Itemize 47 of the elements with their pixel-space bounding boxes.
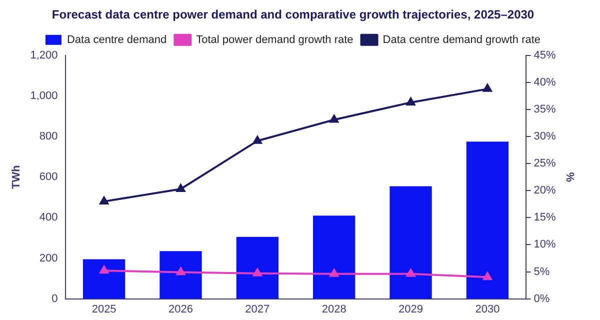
- point: [100, 266, 109, 274]
- x-tick-label: 2029: [398, 303, 424, 316]
- x-tick-label: 2028: [322, 303, 346, 316]
- y-tick-label: 600: [39, 171, 58, 184]
- y-tick-label: 400: [39, 212, 58, 224]
- x-tick-label: 2025: [92, 303, 116, 316]
- y-tick-label: 800: [39, 130, 58, 143]
- point: [176, 184, 186, 192]
- bar: [313, 216, 356, 299]
- y2-tick-label: 40%: [534, 76, 556, 88]
- legend-label: Data centre demand growth rate: [382, 34, 541, 46]
- point: [330, 268, 339, 277]
- point: [406, 268, 416, 277]
- y-axis-title: TWh: [10, 164, 23, 190]
- point: [252, 136, 262, 144]
- point: [482, 84, 492, 92]
- y2-axis-title: %: [563, 172, 576, 182]
- y-tick-label: 0: [52, 292, 58, 305]
- legend-label: Data centre demand: [66, 34, 167, 46]
- y-tick-label: 1,200: [30, 49, 58, 62]
- bar: [82, 259, 126, 299]
- y2-tick-label: 20%: [534, 184, 556, 197]
- point: [330, 114, 339, 123]
- y2-tick-label: 0%: [534, 292, 550, 305]
- legend-label: Total power demand growth rate: [196, 34, 354, 46]
- bar: [160, 251, 202, 299]
- y2-tick-label: 35%: [534, 104, 556, 116]
- point: [176, 267, 186, 276]
- x-tick-label: 2027: [245, 303, 270, 316]
- bar: [236, 236, 279, 299]
- bar: [390, 186, 432, 299]
- y-tick-label: 1,000: [30, 90, 58, 102]
- x-tick-label: 2026: [168, 303, 193, 316]
- chart-title: Forecast data centre power demand and comparative growth trajectories, 2025–2030: [52, 8, 534, 22]
- bar: [466, 142, 509, 299]
- point: [482, 272, 492, 280]
- y2-tick-label: 45%: [534, 49, 556, 62]
- y2-tick-label: 15%: [534, 212, 556, 224]
- point: [406, 97, 416, 106]
- y2-tick-label: 25%: [534, 158, 556, 170]
- x-tick-label: 2030: [475, 303, 500, 316]
- y2-tick-label: 10%: [534, 238, 556, 251]
- y2-tick-label: 5%: [534, 266, 550, 278]
- point: [252, 268, 262, 276]
- y-tick-label: 200: [39, 252, 58, 264]
- y2-tick-label: 30%: [534, 130, 556, 143]
- point: [100, 196, 109, 204]
